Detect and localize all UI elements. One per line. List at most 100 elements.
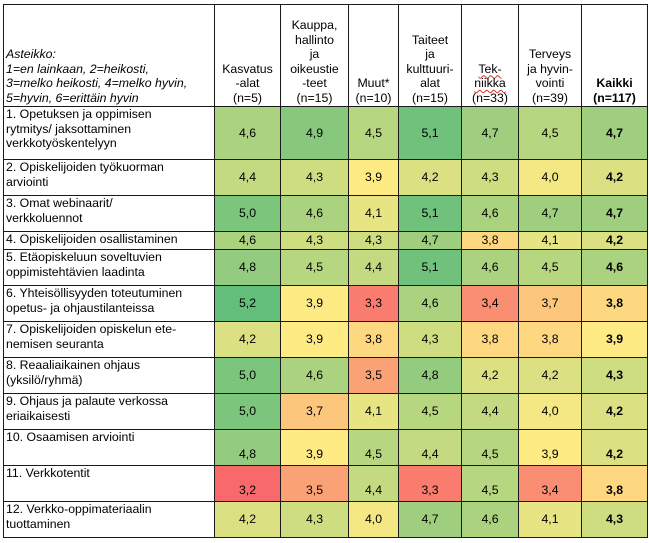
column-header-line: (n=15) xyxy=(296,90,333,105)
value-cell: 4,5 xyxy=(461,429,519,466)
table-row: 12. Verkko-oppimateriaalin tuottaminen 4,2… xyxy=(3,501,648,538)
scale-line: 1=en lainkaan, 2=heikosti, xyxy=(6,61,149,76)
table-row: 6. Yhteisöllisyyden toteutuminen opetus- … xyxy=(3,285,648,322)
column-header-line: niikka xyxy=(474,76,506,90)
value-cell: 4,4 xyxy=(348,465,399,502)
total-value-cell: 4,2 xyxy=(581,393,648,430)
value-cell: 3,3 xyxy=(348,285,399,322)
total-value-cell: 4,2 xyxy=(581,231,648,250)
value-cell: 3,4 xyxy=(518,465,582,502)
row-label-line: 9. Ohjaus ja palaute verkossa xyxy=(6,394,169,408)
value-cell: 4,0 xyxy=(518,159,582,196)
column-header-line: Kasvatus xyxy=(222,61,273,76)
row-label-line: 4. Opiskelijoiden osallistaminen xyxy=(6,232,178,246)
value-cell: 4,6 xyxy=(214,106,281,160)
row-label-line: 12. Verkko-oppimateriaalin xyxy=(6,502,152,516)
column-header-line: alat xyxy=(420,76,440,90)
value-cell: 4,7 xyxy=(461,106,519,160)
column-header-line: (n=33) xyxy=(472,90,508,105)
scale-legend: Asteikko: 1=en lainkaan, 2=heikosti, 3=m… xyxy=(3,4,215,107)
column-header-line: Terveys xyxy=(528,47,572,61)
total-value-cell: 4,3 xyxy=(581,357,648,394)
row-label-line: opetus- ja ohjaustilanteissa xyxy=(6,300,155,315)
value-cell: 4,0 xyxy=(518,393,582,430)
row-label: 4. Opiskelijoiden osallistaminen xyxy=(3,231,215,250)
value-cell: 3,7 xyxy=(518,285,582,322)
column-header-line: ja xyxy=(425,47,435,61)
value-cell: 3,8 xyxy=(348,321,399,358)
value-cell: 3,8 xyxy=(518,321,582,358)
value-cell: 3,3 xyxy=(398,465,462,502)
column-header-terveys: Terveys ja hyvin-vointi (n=39) xyxy=(518,4,582,107)
value-cell: 5,0 xyxy=(214,393,281,430)
row-label-line: nemisen seuranta xyxy=(6,336,104,351)
value-cell: 4,5 xyxy=(348,106,399,160)
table-row: 4. Opiskelijoiden osallistaminen 4,6 4,3 4,… xyxy=(3,231,648,250)
column-header-line: hallinto xyxy=(295,32,334,47)
value-cell: 4,1 xyxy=(348,393,399,430)
column-header-line: -alat xyxy=(235,76,260,90)
value-cell: 3,5 xyxy=(280,465,349,502)
value-cell: 4,1 xyxy=(518,231,582,250)
value-cell: 4,5 xyxy=(280,249,349,286)
column-header-line: Kauppa, xyxy=(291,18,338,32)
row-label: 11. Verkkotentit xyxy=(3,465,215,502)
total-value-cell: 3,8 xyxy=(581,465,648,502)
row-label-line: verkkotyöskentelyyn xyxy=(6,136,117,150)
value-cell: 3,9 xyxy=(280,321,349,358)
row-label: 2. Opiskelijoiden työkuorman arviointi xyxy=(3,159,215,196)
column-header-line: oikeustie xyxy=(290,61,339,76)
table-row: 7. Opiskelijoiden opiskelun ete-nemisen … xyxy=(3,321,648,358)
column-header-line: ja hyvin- xyxy=(527,61,573,76)
value-cell: 4,0 xyxy=(348,501,399,538)
value-cell: 4,3 xyxy=(348,231,399,250)
table-row: 9. Ohjaus ja palaute verkossa eriaikaises… xyxy=(3,393,648,430)
table-row: 3. Omat webinaarit/verkkoluennot 5,0 4,6 4,… xyxy=(3,195,648,232)
scale-title: Asteikko: xyxy=(6,47,56,61)
value-cell: 5,1 xyxy=(398,249,462,286)
value-cell: 4,3 xyxy=(280,231,349,250)
column-header-line: (n=39) xyxy=(532,90,568,105)
value-cell: 4,3 xyxy=(461,159,519,196)
value-cell: 5,1 xyxy=(398,195,462,232)
value-cell: 4,5 xyxy=(461,465,519,502)
column-header-kauppa: Kauppa, hallinto ja oikeustie -teet (n=15) xyxy=(280,4,349,107)
value-cell: 4,7 xyxy=(398,231,462,250)
row-label: 10. Osaamisen arviointi xyxy=(3,429,215,466)
value-cell: 4,4 xyxy=(348,249,399,286)
column-header-kasvatus: Kasvatus -alat (n=5) xyxy=(214,4,281,107)
value-cell: 3,2 xyxy=(214,465,281,502)
row-label-line: rytmitys/ jaksottaminen xyxy=(6,121,132,136)
value-cell: 4,2 xyxy=(398,159,462,196)
value-cell: 4,3 xyxy=(280,159,349,196)
column-header-line: (n=117) xyxy=(593,90,636,105)
value-cell: 4,6 xyxy=(214,231,281,250)
value-cell: 5,2 xyxy=(214,285,281,322)
value-cell: 4,4 xyxy=(461,393,519,430)
total-value-cell: 4,7 xyxy=(581,195,648,232)
column-header-line: ja xyxy=(309,47,320,61)
value-cell: 3,9 xyxy=(280,429,349,466)
column-header-line: Taiteet xyxy=(411,32,449,47)
value-cell: 4,7 xyxy=(518,195,582,232)
value-cell: 4,3 xyxy=(398,321,462,358)
total-value-cell: 4,2 xyxy=(581,429,648,466)
row-label-line: 11. Verkkotentit xyxy=(6,466,90,480)
value-cell: 4,2 xyxy=(214,321,281,358)
value-cell: 4,4 xyxy=(398,429,462,466)
table-row: 8. Reaaliaikainen ohjaus (yksilö/ryhmä) 5,… xyxy=(3,357,648,394)
row-label: 6. Yhteisöllisyyden toteutuminen opetus- … xyxy=(3,285,215,322)
row-label-line: (yksilö/ryhmä) xyxy=(6,372,83,387)
column-header-line: kulttuuri- xyxy=(406,61,454,76)
row-label: 1. Opetuksen ja oppimisen rytmitys/ jakso… xyxy=(3,106,215,160)
value-cell: 5,0 xyxy=(214,357,281,394)
row-label-line: 6. Yhteisöllisyyden toteutuminen xyxy=(6,286,183,300)
column-header-tekniikka: Tek-niikka (n=33) xyxy=(461,4,519,107)
row-label-line: 2. Opiskelijoiden työkuorman xyxy=(6,160,164,174)
table-row: 10. Osaamisen arviointi 4,8 3,9 4,5 4,4 4,5 3,… xyxy=(3,429,648,466)
value-cell: 4,5 xyxy=(398,393,462,430)
column-header-line: -teet xyxy=(302,76,327,90)
total-value-cell: 3,9 xyxy=(581,321,648,358)
row-label-line: 5. Etäopiskeluun soveltuvien xyxy=(6,250,162,264)
row-label-line: eriaikaisesti xyxy=(6,408,71,423)
